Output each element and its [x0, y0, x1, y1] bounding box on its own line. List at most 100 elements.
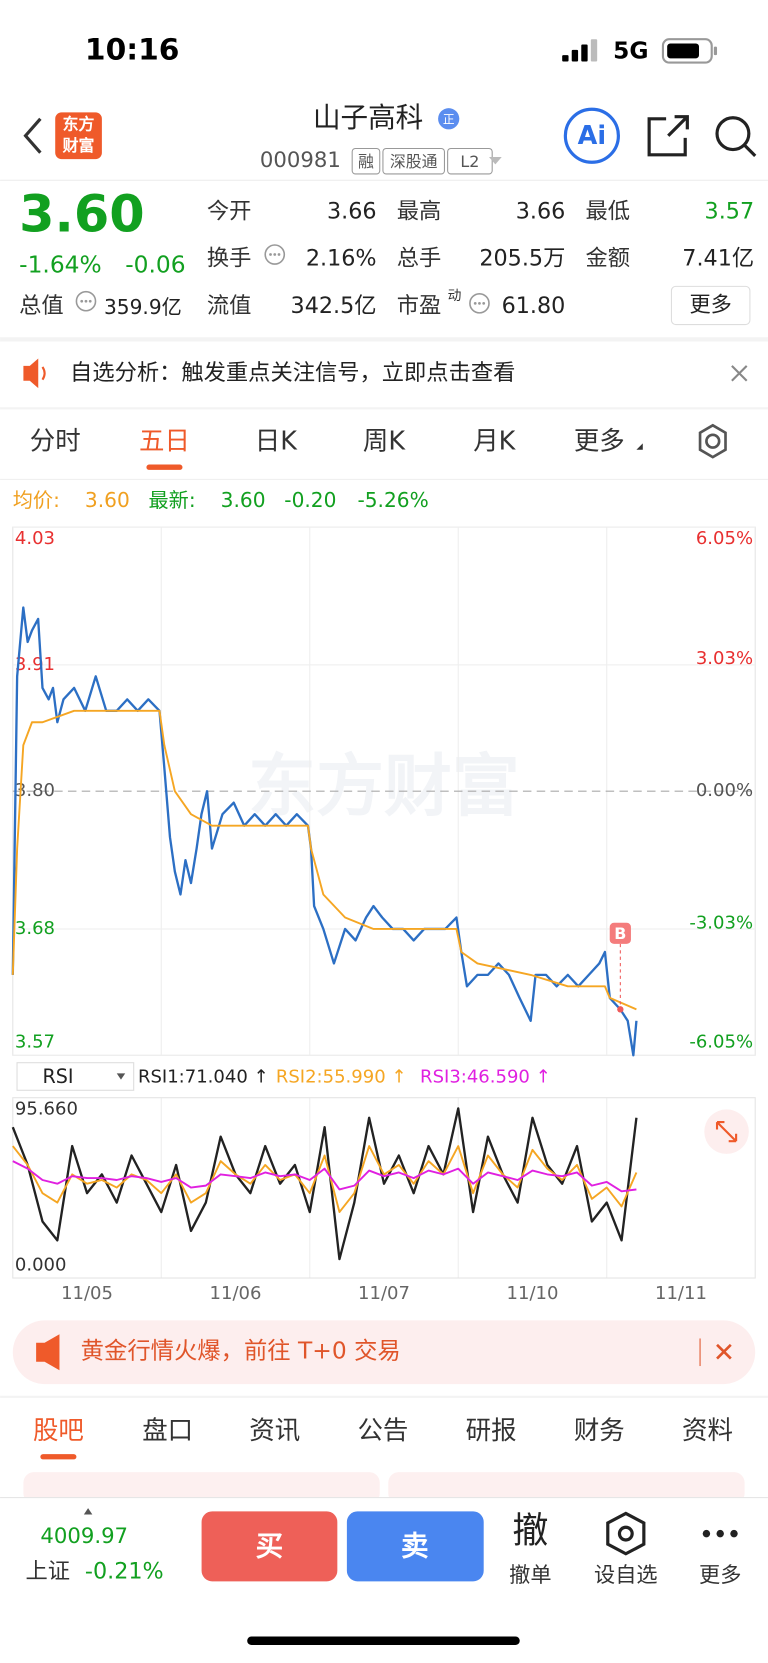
- indicator-select[interactable]: [16, 1062, 135, 1091]
- expand-button[interactable]: [704, 1109, 749, 1154]
- info-icon[interactable]: [469, 292, 490, 314]
- logo: [55, 112, 102, 160]
- y-tick-label: 3.68: [15, 918, 55, 939]
- tab[interactable]: 财务: [574, 1416, 625, 1446]
- annotation-badge: [609, 922, 631, 944]
- tag: 深股通: [390, 152, 438, 171]
- tab[interactable]: 公告: [357, 1416, 408, 1446]
- tag-box: [447, 147, 493, 175]
- ai-button[interactable]: [563, 107, 620, 164]
- stat-label: 最高: [397, 199, 442, 225]
- watch-icon[interactable]: [606, 1511, 646, 1556]
- stat-label: 换手: [207, 245, 252, 271]
- tab[interactable]: 五日: [139, 426, 190, 456]
- tab[interactable]: 更多: [574, 426, 625, 456]
- tab[interactable]: 周K: [363, 426, 406, 456]
- more-icon[interactable]: [702, 1529, 738, 1538]
- index-change: -0.21%: [85, 1558, 164, 1584]
- index-value[interactable]: 4009.97: [40, 1524, 128, 1549]
- legend-entry: RSI2:55.990 ↑: [276, 1067, 407, 1088]
- info-icon[interactable]: [264, 244, 286, 265]
- y2-tick-label: 6.05%: [696, 528, 753, 549]
- tab[interactable]: 分时: [30, 426, 81, 456]
- change-pct: -1.64%: [19, 251, 102, 279]
- back-button[interactable]: [23, 117, 42, 154]
- divider: [0, 337, 768, 342]
- signal-icon: [562, 39, 598, 62]
- tab[interactable]: 盘口: [142, 1416, 193, 1446]
- stat-value: 205.5万: [479, 245, 565, 271]
- home-indicator: [247, 1636, 520, 1645]
- y2-tick-label: 0.00%: [696, 780, 753, 801]
- y-tick-label: 0.000: [15, 1254, 67, 1275]
- y2-tick-label: 3.03%: [696, 648, 753, 669]
- stat-value: 61.80: [502, 293, 566, 319]
- buy-button[interactable]: [201, 1511, 338, 1582]
- logo-text: 东方: [63, 115, 95, 134]
- y-tick-label: 4.03: [15, 528, 55, 549]
- series-line: [12, 1160, 637, 1193]
- share-button[interactable]: [647, 115, 689, 157]
- sell-text: 卖: [401, 1529, 429, 1562]
- close-notice[interactable]: [731, 365, 748, 382]
- more-text: 更多: [689, 292, 731, 317]
- x-tick-label: 11/07: [358, 1283, 410, 1304]
- network: 5G: [613, 36, 648, 64]
- change: -0.06: [125, 251, 185, 279]
- badge: [438, 108, 460, 130]
- sell-button[interactable]: [346, 1511, 484, 1582]
- y-tick-label: 3.57: [15, 1032, 55, 1053]
- y-tick-label: 3.91: [15, 654, 55, 675]
- period-tabs: 分时 五日 日K 周K 月K 更多: [30, 426, 625, 470]
- settings-button[interactable]: [698, 423, 727, 459]
- cancel-label: 撤单: [509, 1563, 551, 1588]
- tab[interactable]: 研报: [466, 1416, 517, 1446]
- last-change: -0.20: [284, 488, 336, 512]
- x-tick-label: 11/05: [61, 1283, 113, 1304]
- banner-text: 黄金行情火爆，前往 T+0 交易: [81, 1337, 401, 1365]
- series-line: [11, 709, 637, 1011]
- stock-code: 000981: [260, 148, 341, 173]
- annotation-dot: [617, 1006, 624, 1013]
- price: 3.60: [19, 185, 145, 244]
- tab[interactable]: 资讯: [249, 1416, 300, 1446]
- notice[interactable]: 自选分析：触发重点关注信号，立即点击查看: [70, 360, 515, 386]
- x-tick-label: 11/10: [507, 1283, 559, 1304]
- tab[interactable]: 股吧: [33, 1416, 84, 1446]
- stat-value: 359.9亿: [104, 295, 182, 319]
- card: [388, 1472, 745, 1504]
- tab[interactable]: 资料: [682, 1416, 733, 1446]
- y-tick-label: 95.660: [15, 1098, 78, 1119]
- stat-label: 总值: [19, 293, 64, 319]
- rsi-frame: [12, 1097, 756, 1279]
- watermark: 东方财富: [248, 748, 519, 827]
- section-tabs: 股吧 盘口 资讯 公告 研报 财务 资料: [33, 1416, 733, 1460]
- battery-icon: [661, 38, 718, 64]
- x-tick-label: 11/11: [655, 1283, 707, 1304]
- more-button[interactable]: [670, 285, 751, 326]
- tags: 融深股通 L2: [351, 147, 493, 175]
- legend-entry: RSI3:46.590 ↑: [420, 1067, 551, 1088]
- y-tick-label: 3.80: [15, 780, 55, 801]
- last-value: 3.60: [221, 488, 266, 512]
- banner[interactable]: [12, 1320, 756, 1385]
- stat-label: 总手: [397, 245, 442, 271]
- search-button[interactable]: [715, 116, 757, 158]
- dropdown-arrow[interactable]: [488, 156, 502, 165]
- more-label: 更多: [699, 1563, 741, 1588]
- close-banner[interactable]: [716, 1343, 732, 1360]
- stat-label: 金额: [586, 245, 631, 271]
- stat-sup: 动: [448, 288, 462, 304]
- tab[interactable]: 日K: [255, 426, 298, 456]
- last-label: 最新:: [149, 488, 196, 512]
- select-arrow: [116, 1073, 126, 1080]
- indicator-name: RSI: [42, 1065, 73, 1088]
- info-icon[interactable]: [75, 290, 97, 312]
- cancel-icon[interactable]: 撤: [512, 1510, 548, 1552]
- x-tick-label: 11/06: [210, 1283, 262, 1304]
- tab[interactable]: 月K: [473, 426, 516, 456]
- tab-underline: [146, 464, 183, 470]
